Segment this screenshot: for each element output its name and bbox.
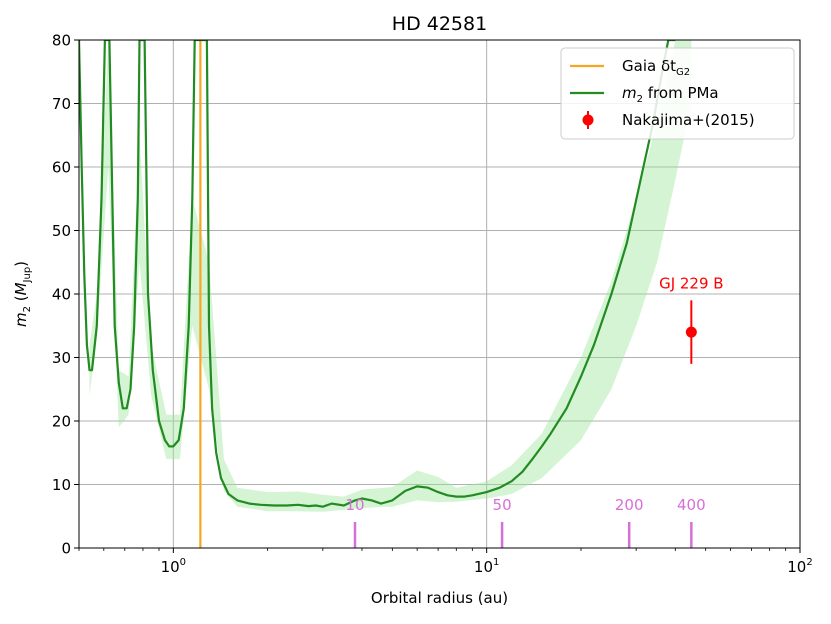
legend-pma-label: m2 from PMa [622, 84, 719, 105]
legend-box [560, 47, 795, 140]
y-tick-label: 30 [52, 349, 71, 367]
period-marker-label: 50 [493, 496, 512, 514]
chart-title: HD 42581 [392, 13, 487, 35]
x-tick-label: 100 [161, 557, 186, 576]
x-tick-label: 101 [474, 557, 499, 576]
period-marker-label: 200 [615, 496, 644, 514]
period-marker-label: 400 [677, 496, 706, 514]
series-line-m2 [79, 40, 676, 508]
y-tick-label: 10 [52, 476, 71, 494]
series-lines [79, 40, 676, 548]
y-axis-label: m2 (MJup) [12, 261, 33, 327]
period-marker-label: 10 [345, 496, 364, 514]
legend-gaia-label: Gaia δtG2 [622, 57, 690, 78]
legend-nakajima-marker [582, 114, 594, 126]
point-annotation: GJ 229 B [659, 274, 724, 292]
y-tick-label: 0 [61, 540, 71, 558]
legend: Gaia δtG2 m2 from PMa Nakajima+(2015) [560, 47, 795, 140]
data-points: GJ 229 B [659, 274, 724, 364]
x-axis-label: Orbital radius (au) [371, 589, 508, 607]
period-markers: 10 50 200 400 [345, 496, 706, 548]
confidence-band [89, 40, 692, 512]
y-tick-label: 50 [52, 222, 71, 240]
x-tick-label: 102 [787, 557, 812, 576]
y-tick-label: 80 [52, 32, 71, 50]
y-tick-label: 70 [52, 95, 71, 113]
y-tick-label: 20 [52, 413, 71, 431]
y-tick-label: 60 [52, 159, 71, 177]
data-point-gj229b [685, 326, 697, 338]
axes: 0 10 20 30 40 50 60 70 80 100 101 102 [52, 32, 813, 577]
y-tick-label: 40 [52, 286, 71, 304]
legend-nakajima-label: Nakajima+(2015) [622, 111, 755, 129]
band-area [89, 40, 692, 512]
